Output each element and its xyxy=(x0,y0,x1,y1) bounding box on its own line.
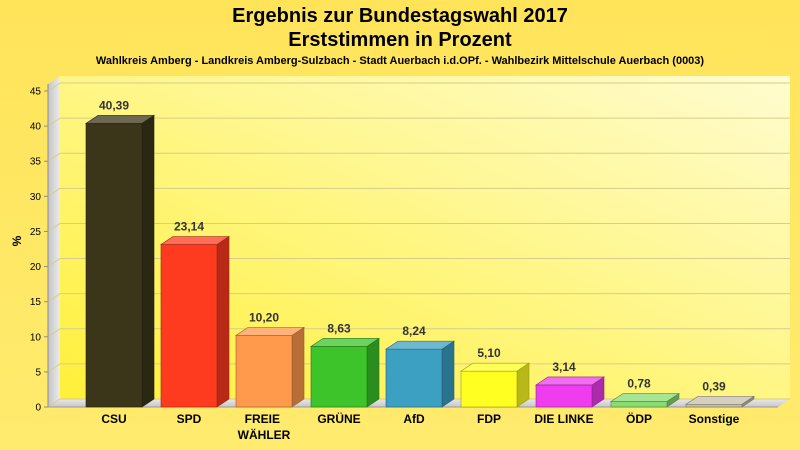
y-tick-label: 0 xyxy=(35,403,41,414)
bar-top-face xyxy=(85,115,155,124)
value-label: 3,14 xyxy=(552,360,576,374)
x-tick-label: AfD xyxy=(403,412,425,426)
bar-spd xyxy=(160,235,230,408)
value-label: 40,39 xyxy=(99,98,129,112)
value-label: 5,10 xyxy=(477,346,501,360)
bar-side-face xyxy=(141,114,155,408)
value-label: 8,24 xyxy=(402,324,426,338)
gridline-left-wall xyxy=(47,398,61,408)
x-tick-label: ÖDP xyxy=(626,411,652,426)
x-tick-label: SPD xyxy=(177,412,202,426)
gridline-left-wall xyxy=(47,117,61,127)
back-wall xyxy=(60,76,790,399)
bar-front-face xyxy=(85,123,143,408)
bar-side-face xyxy=(291,326,305,408)
x-tick-label: FDP xyxy=(477,412,501,426)
bar-front-face xyxy=(385,348,443,408)
y-tick-label: 40 xyxy=(30,122,42,133)
y-tick-label: 15 xyxy=(30,297,42,308)
bar-front-face xyxy=(310,346,368,408)
bar-side-face xyxy=(216,235,230,408)
y-tick-label: 30 xyxy=(30,192,42,203)
bar-fdp xyxy=(460,362,530,408)
gridline-left-wall xyxy=(47,363,61,373)
x-tick-label: DIE LINKE xyxy=(534,412,593,426)
value-label: 8,63 xyxy=(327,321,351,335)
value-labels: 40,39 23,14 10,20 8,63 8,24 5,10 3,14 0,78 0,39 xyxy=(99,98,726,393)
y-tick-label: 45 xyxy=(30,87,42,98)
y-tick-label: 25 xyxy=(30,227,42,238)
chart-title-line2: Erststimmen in Prozent xyxy=(288,29,512,51)
x-tick-label-line: FREIE xyxy=(245,412,284,426)
bar-top-face xyxy=(685,395,755,405)
plot-area: 0 5 10 15 20 25 30 35 40 45 40,39 23,14 10,20 8,63 8,… xyxy=(30,76,790,442)
left-wall xyxy=(48,76,60,407)
bar-front-face xyxy=(235,335,293,408)
x-tick-label: Sonstige xyxy=(689,412,740,426)
bar-side-face xyxy=(441,340,455,408)
x-axis-labels: CSU SPD FREIE WÄHLER GRÜNE AfD FDP DIE LINKE ÖD… xyxy=(101,411,739,442)
y-tick-label: 10 xyxy=(30,332,42,343)
bar-sonstige xyxy=(685,395,755,408)
x-tick-label: GRÜNE xyxy=(317,411,360,426)
gridline-left-wall xyxy=(47,223,61,232)
gridline-left-wall xyxy=(47,152,61,162)
bar-front-face xyxy=(685,403,743,408)
bar-top-face xyxy=(385,340,455,350)
gridline-left-wall xyxy=(47,187,61,197)
y-axis-ticks: 0 5 10 15 20 25 30 35 40 45 xyxy=(30,87,48,414)
bar-top-face xyxy=(535,376,605,386)
bar-front-face xyxy=(160,244,218,408)
x-tick-label: FREIE WÄHLER xyxy=(238,412,291,442)
value-label: 0,39 xyxy=(702,379,726,393)
bar-front-face xyxy=(610,401,668,408)
bar-oedp xyxy=(610,392,680,408)
x-tick-label: CSU xyxy=(101,412,126,426)
bar-front-face xyxy=(535,384,593,408)
y-axis-label: % xyxy=(10,235,24,246)
gridline-left-wall xyxy=(47,82,61,92)
value-label: 10,20 xyxy=(249,310,279,324)
bar-side-face xyxy=(366,337,380,408)
chart-subtitle: Wahlkreis Amberg - Landkreis Amberg-Sulz… xyxy=(96,55,705,67)
y-tick-label: 20 xyxy=(30,262,42,273)
bar-afd xyxy=(385,340,455,408)
chart-title: Ergebnis zur Bundestagswahl 2017 xyxy=(232,5,568,27)
bar-top-face xyxy=(310,338,380,347)
bar-csu xyxy=(85,114,155,408)
gridline-left-wall xyxy=(47,293,61,303)
x-tick-label-line: WÄHLER xyxy=(238,427,291,442)
bar-freie-waehler xyxy=(235,326,305,408)
bar-top-face xyxy=(235,327,305,336)
y-tick-label: 5 xyxy=(35,367,41,378)
value-label: 23,14 xyxy=(174,220,204,234)
bars xyxy=(85,114,755,408)
bar-top-face xyxy=(160,236,230,245)
gridline-left-wall xyxy=(47,328,61,338)
bar-gruene xyxy=(310,337,380,408)
value-label: 0,78 xyxy=(627,377,651,391)
y-tick-label: 35 xyxy=(30,157,42,168)
bar-top-face xyxy=(610,393,680,402)
bar-die-linke xyxy=(535,376,605,408)
gridline-left-wall xyxy=(47,258,61,267)
bar-front-face xyxy=(460,370,518,408)
bar-top-face xyxy=(460,362,530,372)
